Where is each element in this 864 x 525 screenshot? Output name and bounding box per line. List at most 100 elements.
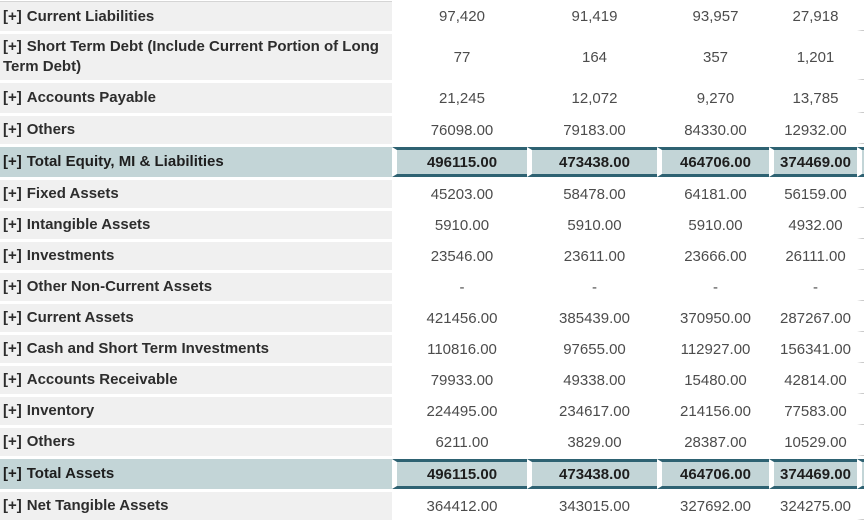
table-row: [+] Other Non-Current Assets - - - - — [0, 273, 864, 301]
value-cell: 234617.00 — [527, 397, 657, 425]
value-cell: 3829.00 — [527, 428, 657, 456]
value-cell: 287267.00 — [769, 304, 857, 332]
row-label-cell[interactable]: [+] Fixed Assets — [0, 180, 392, 208]
expand-icon[interactable]: [+] — [3, 402, 22, 419]
expand-icon[interactable]: [+] — [3, 340, 22, 357]
expand-icon[interactable]: [+] — [3, 7, 22, 25]
value-cell: 324275.00 — [769, 492, 857, 520]
expand-icon[interactable]: [+] — [3, 185, 22, 202]
value-cell: 5910.00 — [392, 211, 527, 239]
value-cell: 4932.00 — [769, 211, 857, 239]
row-label-cell[interactable]: [+] Total Equity, MI & Liabilities — [0, 147, 392, 177]
value-cell: - — [657, 273, 769, 301]
row-label-cell[interactable]: [+] Total Assets — [0, 459, 392, 489]
value-cell: 421456.00 — [392, 304, 527, 332]
row-label: Investments — [26, 247, 115, 264]
value-cell: 224495.00 — [392, 397, 527, 425]
row-label-cell[interactable]: [+] Other Non-Current Assets — [0, 273, 392, 301]
row-label: Net Tangible Assets — [26, 497, 169, 514]
row-label: Current Liabilities — [26, 7, 155, 25]
value-cell: - — [769, 273, 857, 301]
value-cell: 5910.00 — [657, 211, 769, 239]
value-cell: 110816.00 — [392, 335, 527, 363]
row-label-cell[interactable]: [+] Investments — [0, 242, 392, 270]
value-cell: 93,957 — [657, 1, 769, 31]
expand-icon[interactable]: [+] — [3, 247, 22, 264]
expand-icon[interactable]: [+] — [3, 278, 22, 295]
table-row: [+] Investments 23546.00 23611.00 23666.00 26… — [0, 242, 864, 270]
row-label-cell[interactable]: [+] Inventory — [0, 397, 392, 425]
expand-icon[interactable]: [+] — [3, 433, 22, 450]
table-row: [+] Total Assets 496115.00 473438.00 464706.… — [0, 459, 864, 489]
expand-icon[interactable]: [+] — [3, 216, 22, 233]
value-cell: - — [392, 273, 527, 301]
row-edge-tick — [857, 34, 864, 80]
value-cell: 214156.00 — [657, 397, 769, 425]
value-cell: 79183.00 — [527, 116, 657, 144]
table-row: [+] Inventory 224495.00 234617.00 214156.00 7… — [0, 397, 864, 425]
expand-icon[interactable]: [+] — [3, 465, 22, 482]
row-label: Current Assets — [26, 309, 134, 326]
value-cell: 21,245 — [392, 83, 527, 113]
value-cell: 473438.00 — [527, 147, 657, 177]
row-label: Short Term Debt (Include Current Portion… — [3, 38, 379, 75]
row-edge-tick — [857, 116, 864, 144]
expand-icon[interactable]: [+] — [3, 38, 22, 55]
expand-icon[interactable]: [+] — [3, 497, 22, 514]
row-label: Intangible Assets — [26, 216, 151, 233]
value-cell: 42814.00 — [769, 366, 857, 394]
value-cell: 23546.00 — [392, 242, 527, 270]
value-cell: 473438.00 — [527, 459, 657, 489]
expand-icon[interactable]: [+] — [3, 371, 22, 388]
expand-icon[interactable]: [+] — [3, 153, 22, 170]
row-label-cell[interactable]: [+] Intangible Assets — [0, 211, 392, 239]
row-label: Others — [26, 433, 76, 450]
value-cell: 6211.00 — [392, 428, 527, 456]
value-cell: 112927.00 — [657, 335, 769, 363]
row-label-cell[interactable]: [+] Accounts Receivable — [0, 366, 392, 394]
value-cell: 496115.00 — [392, 459, 527, 489]
value-cell: 77 — [392, 34, 527, 80]
table-row: [+] Current Liabilities 97,420 91,419 93,957… — [0, 1, 864, 31]
row-label-cell[interactable]: [+] Cash and Short Term Investments — [0, 335, 392, 363]
value-cell: 79933.00 — [392, 366, 527, 394]
row-edge-tick — [857, 366, 864, 394]
value-cell: 12,072 — [527, 83, 657, 113]
row-edge-tick — [857, 459, 864, 489]
value-cell: 156341.00 — [769, 335, 857, 363]
value-cell: 464706.00 — [657, 147, 769, 177]
table-row: [+] Total Equity, MI & Liabilities 496115.… — [0, 147, 864, 177]
row-label-cell[interactable]: [+] Others — [0, 116, 392, 144]
row-label: Inventory — [26, 402, 95, 419]
value-cell: 374469.00 — [769, 147, 857, 177]
row-label: Others — [26, 121, 76, 138]
row-edge-tick — [857, 492, 864, 520]
value-cell: 496115.00 — [392, 147, 527, 177]
expand-icon[interactable]: [+] — [3, 89, 22, 106]
value-cell: 464706.00 — [657, 459, 769, 489]
value-cell: 45203.00 — [392, 180, 527, 208]
row-label-cell[interactable]: [+] Short Term Debt (Include Current Port… — [0, 34, 392, 80]
expand-icon[interactable]: [+] — [3, 121, 22, 138]
row-label: Total Assets — [26, 465, 115, 482]
row-label-cell[interactable]: [+] Current Liabilities — [0, 1, 392, 31]
value-cell: 97,420 — [392, 1, 527, 31]
row-label-cell[interactable]: [+] Others — [0, 428, 392, 456]
row-label-cell[interactable]: [+] Accounts Payable — [0, 83, 392, 113]
value-cell: 164 — [527, 34, 657, 80]
value-cell: 357 — [657, 34, 769, 80]
row-label-cell[interactable]: [+] Current Assets — [0, 304, 392, 332]
row-label-cell[interactable]: [+] Net Tangible Assets — [0, 492, 392, 520]
value-cell: 76098.00 — [392, 116, 527, 144]
row-edge-tick — [857, 211, 864, 239]
value-cell: 23611.00 — [527, 242, 657, 270]
expand-icon[interactable]: [+] — [3, 309, 22, 326]
table-row: [+] Others 76098.00 79183.00 84330.00 12932.0… — [0, 116, 864, 144]
value-cell: 77583.00 — [769, 397, 857, 425]
value-cell: 12932.00 — [769, 116, 857, 144]
table-row: [+] Fixed Assets 45203.00 58478.00 64181.00 5… — [0, 180, 864, 208]
row-edge-tick — [857, 273, 864, 301]
